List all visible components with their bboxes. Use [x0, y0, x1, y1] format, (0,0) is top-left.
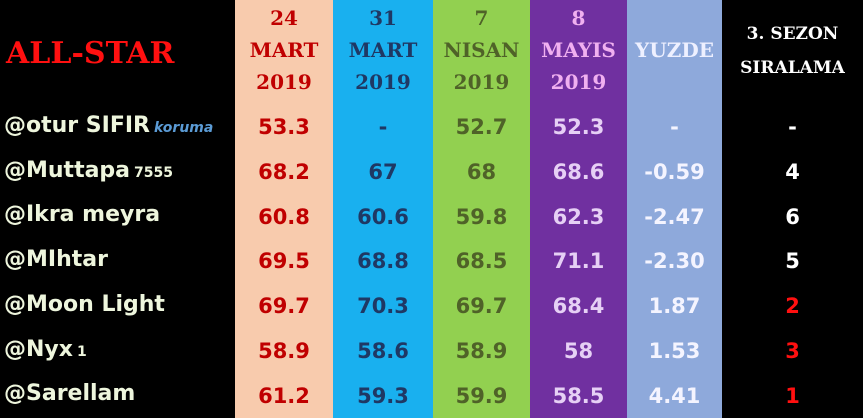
table-cell: - — [378, 115, 388, 140]
name-text: @otur SIFIR — [4, 113, 150, 138]
name-suffix: 7555 — [134, 164, 173, 181]
table-cell: 60.8 — [258, 204, 310, 229]
name-suffix: 1 — [76, 343, 87, 360]
row-name: @Muttapa 7555 — [4, 158, 173, 183]
name-text: @Nyx — [4, 336, 73, 362]
table-cell: - — [670, 115, 679, 140]
table-cell: 69.5 — [258, 249, 310, 274]
table-cell: 67 — [368, 160, 398, 185]
table-cell: 69.7 — [455, 294, 508, 319]
column: 24 MART 2019 53.3 68.2 60.8 69.5 69.7 58.9 61.2 — [235, 0, 333, 418]
table-cell: 68.6 — [552, 160, 605, 185]
column-header: 7 — [474, 6, 489, 30]
row-name: @Moon Light — [4, 292, 165, 317]
column-header: 2019 — [355, 70, 411, 94]
table-cell: 59.9 — [455, 383, 508, 408]
table-cell: 70.3 — [357, 294, 409, 319]
table-cell: 52.7 — [455, 115, 508, 140]
table-cell: 59.3 — [357, 383, 409, 408]
name-text: @Ikra meyra — [4, 202, 161, 228]
column-header: 3. SEZON — [746, 24, 839, 44]
table-cell: -2.30 — [644, 249, 705, 274]
table-cell: - — [788, 115, 797, 140]
column-header: MART — [249, 38, 319, 62]
row-name: @Ikra meyra — [4, 202, 160, 227]
column-header: SIRALAMA — [740, 58, 845, 78]
column-header: 8 — [571, 6, 586, 30]
table-cell: 68.2 — [258, 160, 310, 185]
column-header: 2019 — [453, 70, 510, 94]
table-cell: 60.6 — [357, 204, 409, 229]
name-text: @Muttapa — [4, 157, 131, 183]
column-header: 2019 — [550, 70, 607, 94]
table-cell: 6 — [785, 204, 800, 229]
table-cell: 1.53 — [648, 338, 701, 363]
name-suffix: koruma — [154, 120, 214, 136]
column-header: MAYIS — [541, 38, 616, 62]
table-cell: 68.4 — [552, 294, 605, 319]
table-cell: 58.6 — [357, 338, 409, 363]
table-cell: 61.2 — [258, 383, 310, 408]
row-name: @Nyx 1 — [4, 337, 87, 362]
row-name: @otur SIFIR koruma — [4, 113, 213, 138]
table-cell: 5 — [785, 249, 800, 274]
table-cell: 69.7 — [258, 294, 310, 319]
table-cell: -2.47 — [644, 204, 705, 229]
table-cell: 62.3 — [552, 204, 605, 229]
column-header: MART — [348, 38, 418, 62]
table-cell: 59.8 — [455, 204, 508, 229]
column-header: YUZDE — [635, 38, 714, 62]
table-cell: 1 — [785, 383, 800, 408]
name-text: @MIhtar — [4, 247, 108, 273]
table-cell: 2 — [785, 294, 800, 319]
table-cell: 71.1 — [552, 249, 605, 274]
row-name: @Sarellam — [4, 381, 135, 406]
column: 3. SEZON SIRALAMA - 4 6 5 2 3 1 — [722, 0, 863, 418]
table-cell: 68.5 — [455, 249, 508, 274]
name-text: @Sarellam — [4, 381, 136, 407]
table-cell: 58 — [563, 338, 594, 363]
table-cell: 4 — [785, 160, 800, 185]
table-cell: 68 — [466, 160, 497, 185]
column-header: 24 — [270, 6, 298, 30]
column-header: 31 — [369, 6, 397, 30]
title: ALL-STAR — [6, 36, 175, 71]
column: 8 MAYIS 2019 52.3 68.6 62.3 71.1 68.4 58 58.5 — [530, 0, 627, 418]
table-cell: 52.3 — [552, 115, 605, 140]
column: 7 NISAN 2019 52.7 68 59.8 68.5 69.7 58.9 59.9 — [433, 0, 530, 418]
table-cell: 4.41 — [648, 383, 701, 408]
table-cell: 58.9 — [258, 338, 310, 363]
table-cell: 58.9 — [455, 338, 508, 363]
table-cell: 58.5 — [552, 383, 605, 408]
column-header: NISAN — [443, 38, 520, 62]
table-cell: 53.3 — [258, 115, 310, 140]
name-text: @Moon Light — [4, 291, 165, 317]
column-header: 2019 — [256, 70, 312, 94]
column: YUZDE - -0.59 -2.47 -2.30 1.87 1.53 4.41 — [627, 0, 722, 418]
column: 31 MART 2019 - 67 60.6 68.8 70.3 58.6 59.3 — [333, 0, 433, 418]
table-cell: 3 — [785, 338, 800, 363]
table-cell: 68.8 — [357, 249, 409, 274]
row-name: @MIhtar — [4, 247, 108, 272]
table-cell: 1.87 — [648, 294, 701, 319]
table-cell: -0.59 — [644, 160, 705, 185]
